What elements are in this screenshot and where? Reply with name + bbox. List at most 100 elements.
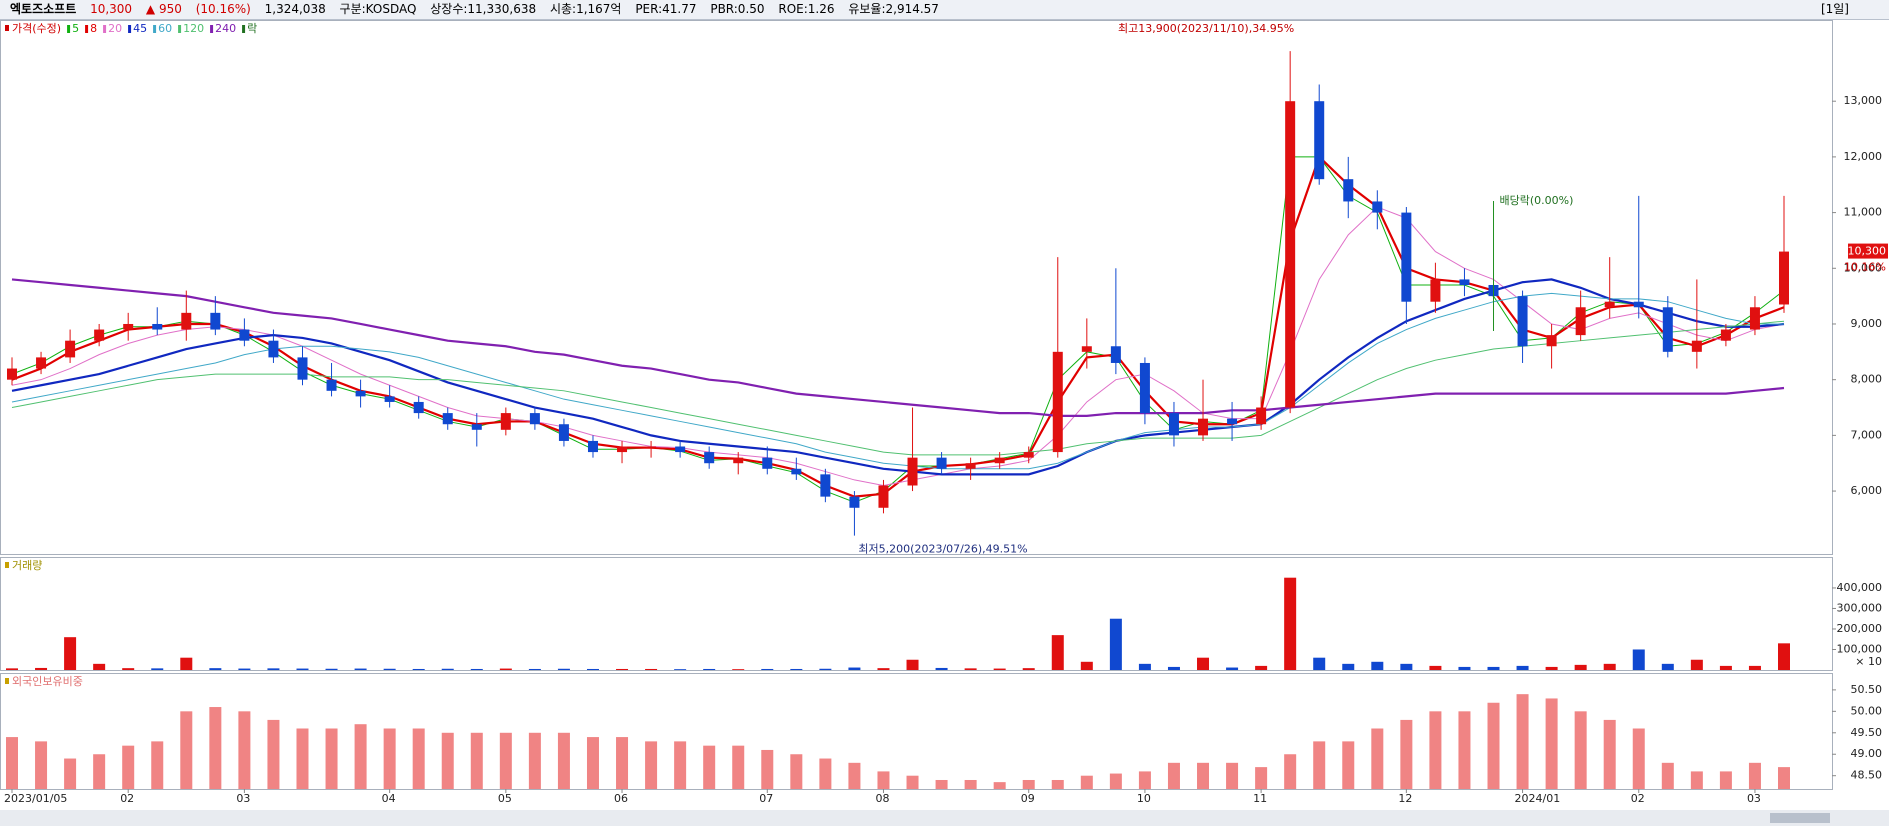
roe: ROE:1.26 <box>778 2 835 16</box>
bar <box>964 779 977 789</box>
bar <box>906 775 919 789</box>
shares: 상장수:11,330,638 <box>430 2 537 16</box>
bar <box>732 669 745 670</box>
bar <box>122 668 135 670</box>
legend-label: 240 <box>215 22 236 35</box>
candle-body <box>936 457 947 469</box>
unit-label: × 10 <box>1855 655 1882 668</box>
legend-swatch <box>153 25 157 33</box>
bar <box>354 668 367 670</box>
candle-body <box>733 457 744 464</box>
bar <box>819 758 832 789</box>
candle-body <box>1372 201 1383 213</box>
bar <box>64 758 77 789</box>
dividend-annotation: 배당락(0.00%) <box>1500 194 1574 207</box>
candle-body <box>587 440 598 453</box>
bar <box>93 754 106 789</box>
bar <box>1778 767 1790 789</box>
candle-body <box>355 390 366 397</box>
legend-swatch <box>103 25 107 33</box>
bar <box>935 667 948 670</box>
y-tick-label: 50.50 <box>1851 683 1883 696</box>
bar <box>732 745 745 789</box>
bar <box>674 741 687 789</box>
bar <box>180 711 193 789</box>
bar <box>528 668 541 670</box>
timeframe[interactable]: [1일] <box>1820 2 1849 16</box>
bar <box>1487 666 1500 670</box>
candle-body <box>994 457 1005 464</box>
bar <box>1661 663 1674 670</box>
scroll-thumb[interactable] <box>1770 813 1830 823</box>
bar <box>1197 762 1210 789</box>
bar <box>645 668 658 670</box>
bar <box>1719 771 1732 789</box>
bar <box>35 667 48 670</box>
bar <box>906 659 919 670</box>
bar <box>1313 657 1326 670</box>
bar <box>296 668 309 670</box>
bar <box>1226 762 1239 789</box>
bar <box>1022 779 1035 789</box>
pane-title: 외국인보유비중 <box>12 675 83 688</box>
candle-body <box>1023 452 1034 458</box>
bar <box>296 728 309 789</box>
candle-body <box>529 413 540 425</box>
bar <box>1109 618 1122 670</box>
candle-body <box>181 312 192 330</box>
bar <box>1516 665 1529 670</box>
legend-label: 5 <box>72 22 79 35</box>
last-price: 10,300 <box>1848 245 1887 258</box>
bar <box>1574 664 1587 670</box>
market: 구분:KOSDAQ <box>339 2 417 16</box>
bar <box>1458 666 1471 670</box>
bar <box>6 668 18 670</box>
pane-icon <box>5 562 9 568</box>
candle-body <box>675 446 686 453</box>
bar <box>761 749 774 789</box>
bar <box>877 668 890 670</box>
bar <box>1690 659 1703 670</box>
legend-label: 60 <box>158 22 172 35</box>
last-rate: 10.16% <box>1844 261 1886 274</box>
candle-body <box>1720 329 1731 341</box>
bar <box>1400 719 1413 789</box>
bar <box>674 669 687 670</box>
y-tick-label: 300,000 <box>1837 601 1883 614</box>
bar <box>790 668 803 670</box>
candle-body <box>1633 301 1644 308</box>
x-tick-label: 07 <box>759 792 773 805</box>
bar <box>1603 719 1616 789</box>
legend-swatch <box>242 25 246 33</box>
scrollbar[interactable] <box>0 810 1889 826</box>
y-tick-label: 400,000 <box>1837 581 1883 594</box>
bar <box>383 728 396 789</box>
pane-icon <box>5 678 9 684</box>
bar <box>1197 657 1210 670</box>
bar <box>93 663 106 670</box>
bar <box>1138 663 1151 670</box>
bar <box>1371 661 1384 670</box>
high-annotation: 최고13,900(2023/11/10),34.95% <box>1118 22 1294 35</box>
y-tick-label: 13,000 <box>1844 94 1883 107</box>
candle-body <box>1401 212 1412 302</box>
bar <box>1661 762 1674 789</box>
volume-pane <box>0 557 1833 671</box>
legend-swatch <box>85 25 89 33</box>
bar <box>1545 666 1558 670</box>
bar <box>1632 728 1645 789</box>
legend-label: 20 <box>108 22 122 35</box>
change: ▲ 950 <box>145 2 182 16</box>
candle-body <box>1517 296 1528 347</box>
bar <box>151 668 164 670</box>
bar <box>1458 711 1471 789</box>
moving-average <box>11 278 1785 417</box>
bar <box>1748 762 1761 789</box>
per: PER:41.77 <box>635 2 697 16</box>
bar <box>1429 665 1442 670</box>
bar <box>964 668 977 670</box>
pane-icon <box>5 25 9 31</box>
bar <box>1167 666 1180 670</box>
y-tick-label: 8,000 <box>1851 373 1883 386</box>
